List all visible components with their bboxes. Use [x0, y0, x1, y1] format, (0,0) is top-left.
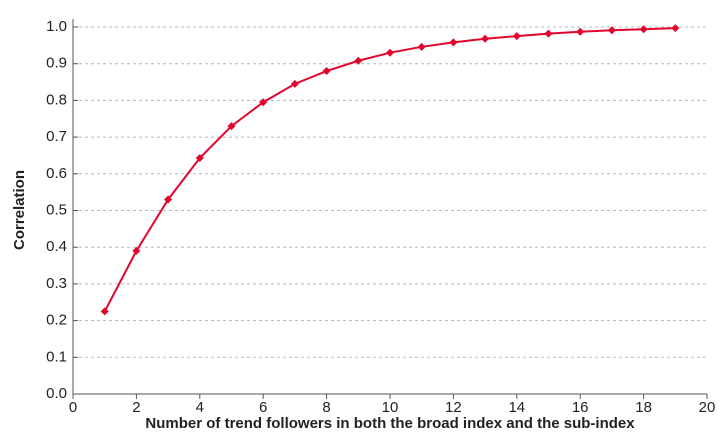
- marker: [354, 56, 363, 65]
- marker: [290, 79, 299, 88]
- x-tick-label: 6: [259, 399, 267, 416]
- line: [103, 27, 676, 312]
- y-tick-label: 0.1: [46, 348, 67, 365]
- y-tick-label: 0.0: [46, 385, 67, 402]
- x-tick-label: 4: [196, 399, 204, 416]
- x-tick-label: 18: [635, 399, 652, 416]
- y-tick-label: 0.2: [46, 312, 67, 329]
- y-tick-label: 0.8: [46, 91, 67, 108]
- y-axis-label: Correlation: [11, 170, 28, 250]
- x-tick-label: 16: [572, 399, 589, 416]
- marker: [607, 26, 616, 35]
- marker: [227, 122, 236, 131]
- y-tick-label: 0.3: [46, 275, 67, 292]
- x-tick-label: 8: [322, 399, 330, 416]
- marker: [164, 195, 173, 204]
- y-tick-label: 0.5: [46, 201, 67, 218]
- marker: [100, 307, 109, 316]
- marker: [449, 38, 458, 47]
- x-tick-label: 10: [382, 399, 399, 416]
- x-tick-label: 20: [699, 399, 716, 416]
- y-tick-label: 1.0: [46, 18, 67, 35]
- y-tick-label: 0.7: [46, 128, 67, 145]
- x-tick-label: 14: [508, 399, 525, 416]
- marker: [512, 32, 521, 41]
- x-tick-label: 2: [132, 399, 140, 416]
- marker: [639, 25, 648, 34]
- x-tick-label: 0: [69, 399, 77, 416]
- marker: [322, 67, 331, 76]
- marker: [544, 29, 553, 38]
- marker: [417, 42, 426, 51]
- marker: [132, 246, 141, 255]
- marker: [259, 98, 268, 107]
- marker: [481, 34, 490, 43]
- x-tick-label: 12: [445, 399, 462, 416]
- marker: [576, 27, 585, 36]
- marker: [386, 48, 394, 57]
- y-tick-label: 0.4: [46, 238, 67, 255]
- marker: [195, 154, 204, 163]
- y-tick-label: 0.6: [46, 165, 67, 182]
- marker: [671, 24, 680, 33]
- y-tick-label: 0.9: [46, 55, 67, 72]
- x-axis-label: Number of trend followers in both the br…: [145, 415, 635, 432]
